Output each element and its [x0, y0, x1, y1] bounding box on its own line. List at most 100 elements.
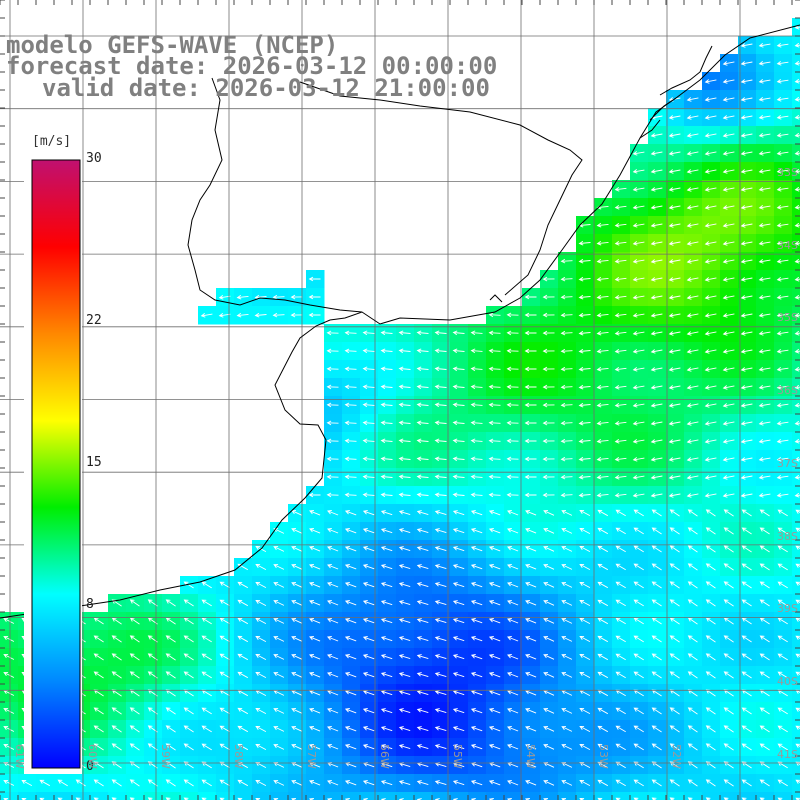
wind-arrow — [759, 779, 770, 787]
wind-arrow — [668, 277, 681, 282]
latitude-label: 36S — [777, 384, 798, 398]
wind-arrow — [183, 671, 194, 679]
wind-arrow — [344, 726, 357, 732]
wind-arrow — [344, 384, 357, 390]
wind-arrow — [632, 349, 645, 354]
wind-arrow — [741, 527, 752, 535]
wind-speed-cell — [720, 792, 739, 800]
wind-arrow — [255, 563, 267, 570]
wind-arrow — [776, 331, 789, 336]
wind-arrow — [705, 635, 716, 643]
wind-speed-cell — [486, 792, 505, 800]
wind-arrow — [686, 133, 699, 138]
wind-arrow — [740, 367, 753, 372]
wind-arrow — [201, 635, 212, 643]
wind-arrow — [615, 527, 626, 535]
wind-arrow — [597, 509, 609, 517]
wind-arrow — [416, 528, 429, 534]
wind-arrow — [704, 241, 717, 246]
wind-arrow — [525, 636, 537, 642]
wind-arrow — [344, 690, 357, 696]
wind-arrow — [362, 636, 375, 642]
wind-arrow — [794, 240, 800, 246]
wind-arrow — [650, 457, 663, 462]
wind-arrow — [651, 599, 662, 607]
wind-arrow — [776, 151, 789, 156]
wind-arrow — [525, 582, 537, 588]
wind-arrow — [740, 79, 753, 84]
wind-arrow — [254, 312, 267, 318]
wind-arrow — [633, 545, 644, 553]
wind-arrow — [758, 403, 771, 408]
wind-arrow — [741, 671, 752, 679]
wind-arrow — [740, 457, 753, 462]
wind-arrow — [758, 349, 771, 354]
wind-speed-cell — [378, 792, 397, 800]
wind-speed-cell — [270, 792, 289, 800]
coastline — [0, 24, 800, 619]
wind-arrow — [344, 744, 357, 750]
wind-arrow — [614, 331, 627, 336]
wind-arrow — [506, 366, 519, 372]
wind-arrow — [794, 42, 800, 48]
wind-arrow — [542, 402, 555, 408]
wind-arrow — [543, 779, 555, 786]
wind-arrow — [758, 97, 771, 102]
inland-border — [187, 45, 713, 313]
wind-arrow — [794, 348, 800, 354]
wind-arrow — [488, 546, 501, 552]
wind-arrow — [740, 223, 753, 228]
wind-arrow — [506, 420, 519, 426]
wind-arrow — [470, 420, 483, 426]
wind-arrow — [524, 366, 537, 372]
wind-arrow — [668, 115, 681, 120]
wind-arrow — [326, 420, 339, 426]
wind-arrow — [759, 671, 770, 679]
wind-arrow — [633, 707, 644, 715]
wind-arrow — [596, 258, 609, 264]
wind-arrow — [525, 546, 537, 552]
wind-arrow — [488, 672, 501, 678]
wind-arrow — [165, 725, 176, 733]
wind-arrow — [633, 581, 644, 589]
wind-arrow — [668, 259, 681, 264]
wind-arrow — [327, 528, 339, 534]
wind-arrow — [398, 600, 411, 606]
wind-arrow — [615, 653, 626, 661]
wind-arrow — [470, 672, 483, 678]
wind-arrow — [327, 780, 339, 786]
wind-arrow — [488, 636, 501, 642]
wind-arrow — [309, 654, 321, 660]
wind-arrow — [705, 653, 716, 661]
wind-arrow — [596, 384, 609, 390]
wind-arrow — [614, 493, 627, 498]
wind-arrow — [722, 313, 735, 318]
wind-arrow — [794, 168, 800, 174]
wind-arrow — [507, 510, 519, 516]
wind-arrow — [362, 366, 375, 372]
wind-arrow — [686, 457, 699, 462]
wind-arrow — [416, 708, 429, 714]
wind-arrow — [362, 402, 375, 408]
wind-arrow — [416, 654, 429, 660]
wind-arrow — [632, 475, 645, 480]
wind-speed-cell — [792, 612, 800, 631]
wind-arrow — [380, 456, 393, 462]
wind-arrow — [291, 617, 303, 624]
wind-arrow — [452, 456, 465, 462]
wind-arrow — [488, 330, 501, 336]
wind-arrow — [470, 456, 483, 462]
wind-arrow — [344, 330, 357, 336]
wind-arrow — [219, 725, 230, 733]
wind-arrow — [398, 528, 411, 534]
wind-arrow — [542, 312, 555, 318]
wind-arrow — [344, 474, 357, 480]
wind-arrow — [506, 348, 519, 354]
wind-arrow — [705, 707, 716, 715]
wind-arrow — [579, 797, 585, 800]
wind-arrow — [561, 707, 573, 714]
wind-arrow — [3, 725, 15, 732]
wind-arrow — [579, 653, 591, 660]
wind-arrow — [597, 779, 609, 787]
